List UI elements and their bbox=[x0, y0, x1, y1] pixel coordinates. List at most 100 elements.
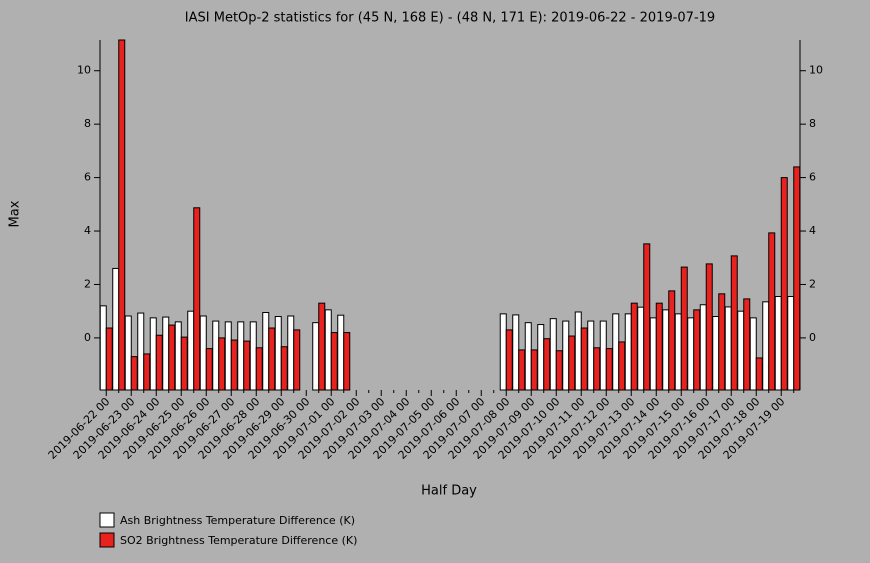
bar bbox=[287, 315, 295, 391]
bar bbox=[568, 335, 576, 391]
y-tick-label: 4 bbox=[84, 224, 91, 237]
bar bbox=[505, 329, 513, 391]
bar bbox=[205, 348, 213, 391]
bar bbox=[555, 350, 563, 391]
bar bbox=[549, 318, 557, 391]
bar bbox=[543, 338, 551, 391]
bar bbox=[662, 309, 670, 391]
bar bbox=[512, 314, 520, 391]
bar bbox=[155, 334, 163, 391]
bar bbox=[705, 263, 713, 391]
bar bbox=[755, 357, 763, 391]
bar bbox=[587, 320, 595, 391]
y-tick-label: 2 bbox=[84, 277, 91, 290]
bar bbox=[768, 232, 776, 391]
bar bbox=[724, 306, 732, 391]
legend-swatch bbox=[99, 532, 115, 548]
bar bbox=[112, 267, 120, 391]
bar bbox=[187, 310, 195, 391]
bar bbox=[193, 207, 201, 391]
bar bbox=[562, 320, 570, 391]
x-axis-label: Half Day bbox=[421, 484, 477, 499]
bar bbox=[268, 327, 276, 391]
bar bbox=[255, 347, 263, 391]
bar bbox=[762, 301, 770, 391]
bar bbox=[105, 327, 113, 391]
y-tick-label: 10 bbox=[77, 64, 91, 77]
bar bbox=[637, 306, 645, 391]
bar bbox=[718, 293, 726, 391]
bar bbox=[180, 336, 188, 391]
bar bbox=[537, 324, 545, 391]
bar bbox=[668, 290, 676, 391]
bar bbox=[674, 313, 682, 391]
y2-tick-label: 10 bbox=[809, 64, 823, 77]
bar bbox=[712, 316, 720, 391]
legend-label: SO2 Brightness Temperature Difference (K… bbox=[120, 534, 357, 547]
bar bbox=[693, 309, 701, 391]
bar bbox=[687, 317, 695, 391]
bar bbox=[612, 313, 620, 391]
y-tick-label: 8 bbox=[84, 117, 91, 130]
bar bbox=[137, 312, 145, 391]
bar bbox=[118, 39, 126, 391]
bar bbox=[343, 332, 351, 391]
y2-tick-label: 8 bbox=[809, 117, 816, 130]
bar bbox=[162, 316, 170, 391]
y2-tick-label: 4 bbox=[809, 224, 816, 237]
bar bbox=[730, 255, 738, 391]
bar bbox=[774, 295, 782, 391]
bar bbox=[168, 324, 176, 391]
y-tick-label: 0 bbox=[84, 331, 91, 344]
bar bbox=[337, 314, 345, 391]
y2-tick-label: 0 bbox=[809, 331, 816, 344]
bar bbox=[574, 311, 582, 391]
bar bbox=[293, 329, 301, 391]
bar bbox=[143, 353, 151, 391]
bar bbox=[649, 317, 657, 391]
bar bbox=[793, 166, 801, 391]
bar bbox=[499, 313, 507, 391]
bar bbox=[280, 346, 288, 391]
y-tick-label: 6 bbox=[84, 171, 91, 184]
bar bbox=[593, 347, 601, 391]
bar bbox=[743, 298, 751, 391]
bar bbox=[149, 317, 157, 391]
bar bbox=[237, 321, 245, 391]
bar bbox=[199, 315, 207, 391]
bar bbox=[643, 243, 651, 391]
bar bbox=[780, 177, 788, 391]
bar bbox=[599, 320, 607, 391]
legend-swatch bbox=[99, 512, 115, 528]
bar bbox=[699, 304, 707, 391]
bar bbox=[605, 348, 613, 391]
y2-tick-label: 2 bbox=[809, 277, 816, 290]
bar bbox=[624, 313, 632, 391]
bar bbox=[224, 321, 232, 391]
bar bbox=[680, 266, 688, 391]
bar bbox=[737, 310, 745, 391]
y2-tick-label: 6 bbox=[809, 171, 816, 184]
bar bbox=[787, 295, 795, 391]
bar bbox=[130, 356, 138, 391]
bar bbox=[230, 339, 238, 391]
bar bbox=[212, 320, 220, 391]
bar bbox=[99, 305, 107, 391]
bar bbox=[518, 349, 526, 391]
bar bbox=[524, 322, 532, 391]
chart-title: IASI MetOp-2 statistics for (45 N, 168 E… bbox=[185, 11, 715, 26]
bar bbox=[318, 302, 326, 391]
bar bbox=[530, 349, 538, 391]
bar bbox=[655, 302, 663, 391]
bar bbox=[749, 317, 757, 391]
bar bbox=[330, 332, 338, 391]
bar bbox=[274, 316, 282, 391]
bar bbox=[630, 302, 638, 391]
bar bbox=[124, 315, 132, 391]
bar bbox=[580, 327, 588, 391]
bar bbox=[243, 340, 251, 391]
bar bbox=[174, 321, 182, 391]
bar bbox=[618, 341, 626, 391]
bar bbox=[312, 322, 320, 391]
